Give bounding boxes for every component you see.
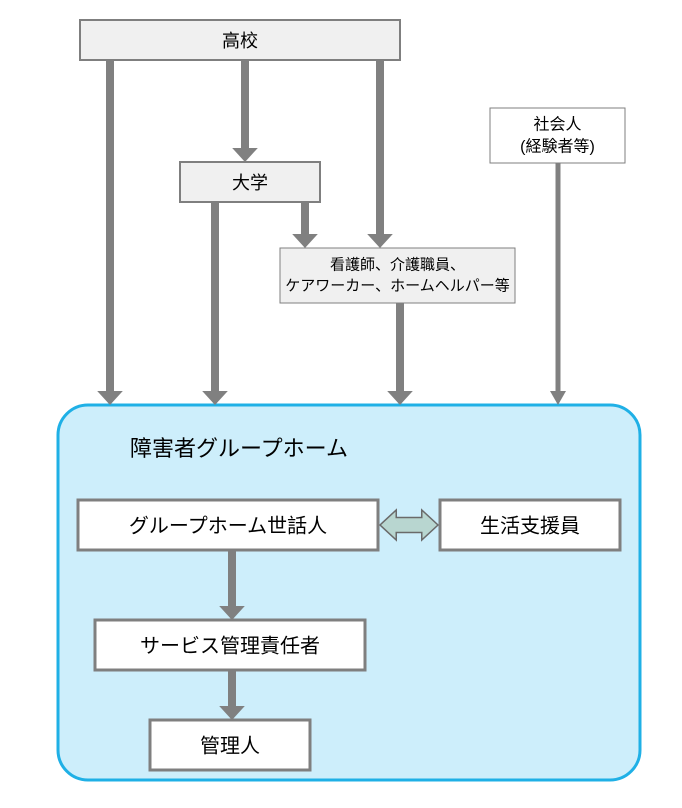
container-title: 障害者グループホーム	[130, 436, 348, 461]
manager-label: 管理人	[200, 734, 260, 757]
arrow-hs-down1	[97, 60, 123, 405]
arrow-uni-down2	[292, 202, 318, 248]
arrow-uni-down1	[202, 202, 228, 405]
highschool-label: 高校	[222, 31, 258, 51]
supporter-label: 生活支援員	[480, 514, 580, 537]
container-box	[58, 405, 640, 780]
arrow-nurse-down	[387, 303, 413, 405]
caretaker-label: グループホーム世話人	[129, 514, 327, 537]
working-line2: (経験者等)	[520, 138, 595, 156]
arrow-work-down	[550, 163, 566, 405]
arrow-hs-down3	[367, 60, 393, 248]
university-label: 大学	[232, 173, 268, 193]
arrow-hs-down2	[232, 60, 258, 162]
nurse-line2: ケアワーカー、ホームヘルパー等	[285, 276, 509, 294]
service-mgr-label: サービス管理責任者	[140, 634, 320, 657]
working-line1: 社会人	[533, 116, 581, 134]
nurse-line1: 看護師、介護職員、	[330, 256, 465, 273]
career-path-diagram: 高校大学看護師、介護職員、ケアワーカー、ホームヘルパー等 社会人 (経験者等) 障害者…	[0, 0, 682, 808]
